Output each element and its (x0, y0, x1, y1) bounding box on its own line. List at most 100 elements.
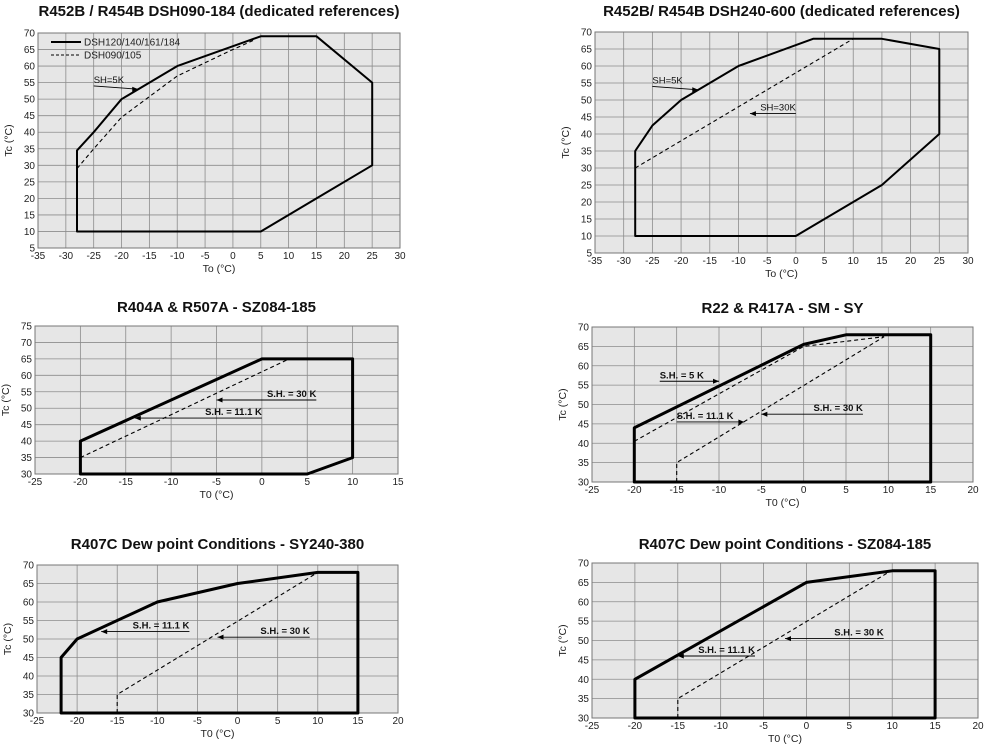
y-tick-label: 10 (24, 227, 36, 238)
x-tick-label: 10 (848, 256, 860, 267)
y-tick-label: 35 (24, 144, 36, 155)
x-tick-label: 20 (967, 485, 979, 496)
annotation-label: S.H. = 5 K (660, 370, 704, 381)
envelope-boundary (633, 569, 937, 720)
x-tick-label: -5 (763, 256, 772, 267)
y-tick-label: 65 (24, 45, 36, 56)
y-tick-label: 60 (24, 62, 36, 73)
x-tick-label: -15 (110, 716, 125, 727)
x-tick-label: 5 (847, 721, 853, 732)
x-tick-label: 5 (304, 477, 310, 488)
y-tick-label: 30 (23, 709, 35, 720)
x-tick-label: -25 (30, 716, 45, 727)
x-tick-label: 10 (347, 477, 359, 488)
superheat-limit-line (634, 38, 854, 169)
x-tick-label: -35 (588, 256, 603, 267)
arrowhead-icon (134, 415, 141, 421)
x-tick-label: 15 (925, 485, 937, 496)
y-tick-label: 55 (21, 387, 33, 398)
x-tick-label: 15 (311, 251, 323, 262)
x-tick-label: -15 (142, 251, 157, 262)
y-tick-label: 60 (578, 597, 590, 608)
annotation-label: SH=30K (760, 103, 796, 114)
envelope-boundary (76, 35, 374, 233)
y-tick-label: 70 (581, 28, 593, 39)
y-tick-label: 35 (23, 690, 35, 701)
y-tick-label: 65 (578, 342, 590, 353)
envelope-boundary (634, 37, 941, 237)
chart-title: R407C Dew point Conditions - SZ084-185 (639, 536, 932, 553)
plot-area (38, 33, 400, 248)
chart-1: R452B / R454B DSH090-184 (dedicated refe… (3, 3, 406, 275)
x-axis-label: T0 (°C) (200, 489, 234, 501)
y-axis-label: Tc (°C) (3, 124, 15, 156)
x-tick-label: -5 (212, 477, 221, 488)
y-tick-label: 20 (24, 194, 36, 205)
y-tick-label: 30 (24, 161, 36, 172)
envelope-boundary (59, 570, 360, 715)
y-axis-label: Tc (°C) (560, 126, 572, 158)
arrowhead-icon (713, 378, 719, 384)
x-tick-label: 25 (934, 256, 946, 267)
x-tick-label: 0 (801, 485, 807, 496)
y-tick-label: 25 (24, 177, 36, 188)
plot-area (595, 32, 968, 253)
x-tick-label: 10 (883, 485, 895, 496)
superheat-limit-line (677, 572, 889, 718)
y-tick-label: 45 (581, 113, 593, 124)
y-tick-label: 35 (581, 147, 593, 158)
x-tick-label: -10 (712, 485, 727, 496)
x-tick-label: 15 (352, 716, 364, 727)
y-tick-label: 15 (581, 215, 593, 226)
y-tick-label: 20 (581, 198, 593, 209)
x-tick-label: 30 (394, 251, 406, 262)
y-tick-label: 5 (586, 249, 592, 260)
y-tick-label: 45 (578, 655, 590, 666)
x-tick-label: 5 (275, 716, 281, 727)
y-tick-label: 50 (578, 400, 590, 411)
y-tick-label: 15 (24, 210, 36, 221)
x-tick-label: -15 (671, 721, 686, 732)
y-tick-label: 25 (581, 181, 593, 192)
y-tick-label: 40 (581, 130, 593, 141)
y-tick-label: 55 (23, 616, 35, 627)
y-tick-label: 60 (23, 598, 35, 609)
x-tick-label: 10 (283, 251, 295, 262)
y-tick-label: 70 (578, 323, 590, 334)
y-tick-label: 45 (578, 419, 590, 430)
y-tick-label: 60 (578, 361, 590, 372)
annotation-label: S.H. = 11.1 K (677, 411, 734, 422)
annotation-leader-line (93, 85, 139, 90)
y-tick-label: 65 (581, 45, 593, 56)
x-tick-label: 15 (930, 721, 942, 732)
y-tick-label: 55 (578, 381, 590, 392)
x-tick-label: -20 (73, 477, 88, 488)
chart-2: R452B/ R454B DSH240-600 (dedicated refer… (560, 3, 974, 280)
y-tick-label: 45 (24, 111, 36, 122)
y-tick-label: 70 (578, 559, 590, 570)
envelope-boundary (78, 357, 355, 476)
x-tick-label: 5 (258, 251, 264, 262)
y-tick-label: 40 (578, 675, 590, 686)
x-tick-label: 20 (972, 721, 984, 732)
arrowhead-icon (216, 397, 223, 403)
x-tick-label: 25 (367, 251, 379, 262)
y-tick-label: 30 (21, 470, 33, 481)
y-tick-label: 30 (578, 478, 590, 489)
x-tick-label: -5 (757, 485, 766, 496)
annotation-label: S.H. = 30 K (814, 403, 864, 414)
arrowhead-icon (761, 411, 768, 417)
arrowhead-icon (738, 419, 745, 425)
x-tick-label: -10 (713, 721, 728, 732)
arrowhead-icon (749, 111, 756, 117)
x-tick-label: -10 (150, 716, 165, 727)
legend-label: DSH120/140/161/184 (84, 38, 181, 49)
annotation-label: S.H. = 11.1 K (205, 407, 262, 418)
legend-label: DSH090/105 (84, 51, 142, 62)
annotation-label: SH=5K (652, 75, 683, 86)
y-tick-label: 55 (24, 78, 36, 89)
y-axis-label: Tc (°C) (557, 388, 569, 420)
y-tick-label: 40 (21, 437, 33, 448)
y-tick-label: 65 (578, 578, 590, 589)
x-tick-label: 20 (392, 716, 404, 727)
